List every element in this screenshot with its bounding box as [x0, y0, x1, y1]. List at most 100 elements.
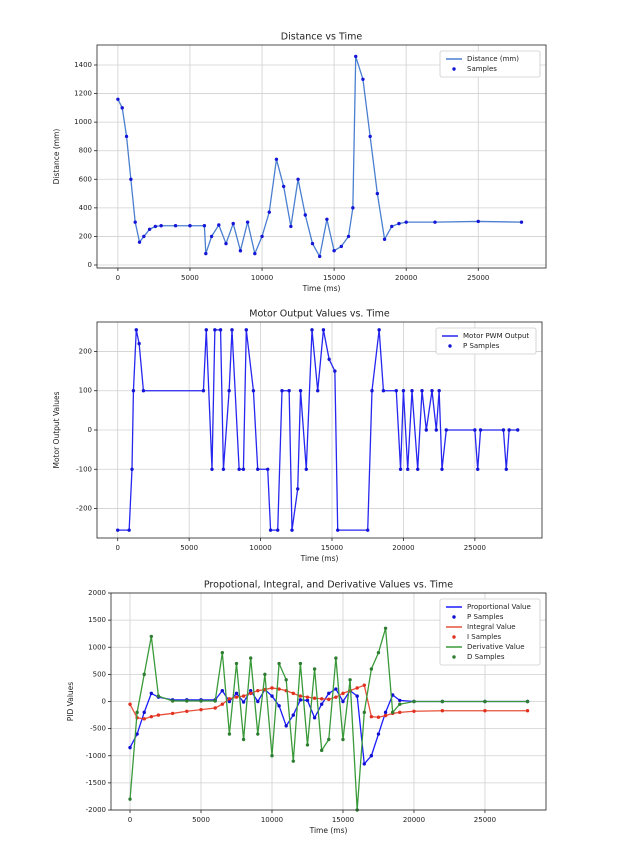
- plot-frame: [96, 321, 543, 539]
- sample-point: [483, 709, 487, 713]
- sample-point: [227, 699, 232, 704]
- sample-point: [127, 528, 131, 532]
- x-tick-label: 10000: [249, 544, 271, 552]
- y-tick-label: 1000: [88, 643, 106, 651]
- legend-label: I Samples: [467, 633, 502, 641]
- sample-point: [204, 328, 208, 332]
- sample-point: [348, 678, 352, 682]
- sample-point: [383, 710, 388, 715]
- y-tick-label: 200: [79, 347, 92, 355]
- sample-point: [266, 467, 270, 471]
- sample-point: [473, 428, 477, 432]
- sample-point: [142, 234, 146, 239]
- sample-point: [270, 686, 274, 690]
- sample-point: [185, 709, 189, 713]
- sample-point: [312, 696, 317, 700]
- sample-point: [332, 249, 336, 253]
- sample-point: [188, 224, 192, 228]
- sample-point: [382, 237, 387, 241]
- sample-point: [134, 328, 138, 332]
- sample-point: [213, 699, 217, 703]
- sample-point: [234, 661, 239, 666]
- x-tick-label: 25000: [474, 816, 496, 824]
- sample-point: [376, 732, 381, 736]
- sample-point: [437, 389, 441, 393]
- legend-box: [439, 50, 541, 78]
- sample-point: [280, 389, 284, 393]
- sample-point: [298, 661, 303, 666]
- sample-point: [525, 699, 530, 704]
- sample-point: [218, 328, 223, 332]
- chart-title: Motor Output Values vs. Time: [249, 309, 390, 320]
- legend-swatch: [448, 344, 452, 348]
- sample-point: [430, 389, 434, 393]
- sample-point: [434, 428, 438, 432]
- x-axis-label: Time (ms): [302, 284, 341, 293]
- sample-point: [202, 224, 207, 228]
- sample-point: [412, 709, 416, 713]
- sample-point: [277, 704, 281, 708]
- sample-point: [291, 713, 295, 717]
- sample-point: [234, 691, 239, 696]
- sample-point: [170, 711, 175, 716]
- sample-point: [128, 702, 132, 706]
- sample-point: [341, 737, 345, 742]
- sample-point: [147, 227, 152, 231]
- sample-point: [245, 220, 250, 224]
- sample-point: [383, 713, 388, 718]
- y-tick-label: -1000: [86, 752, 106, 760]
- sample-point: [153, 224, 158, 229]
- legend-label: D Samples: [467, 653, 505, 661]
- sample-point: [316, 389, 320, 393]
- sample-point: [131, 389, 136, 393]
- sample-point: [221, 467, 226, 471]
- sample-point: [334, 695, 338, 699]
- sample-point: [234, 695, 239, 699]
- sample-point: [321, 328, 326, 332]
- x-tick-label: 5000: [192, 816, 210, 824]
- legend-box: [439, 598, 541, 666]
- sample-point: [304, 467, 308, 471]
- y-tick-label: 200: [79, 232, 92, 240]
- sample-point: [398, 710, 402, 715]
- sample-point: [256, 688, 260, 693]
- x-tick-label: 10000: [261, 816, 283, 824]
- sample-point: [137, 341, 141, 346]
- sample-point: [519, 220, 524, 224]
- sample-point: [327, 357, 331, 362]
- x-tick-label: 20000: [403, 816, 425, 824]
- sample-point: [251, 389, 256, 393]
- sample-point: [133, 220, 137, 224]
- sample-point: [149, 691, 154, 696]
- legend-swatch: [452, 635, 456, 639]
- sample-point: [333, 369, 337, 373]
- y-tick-label: -1500: [86, 779, 106, 787]
- sample-point: [129, 177, 133, 181]
- sample-point: [298, 694, 303, 698]
- sample-point: [159, 224, 163, 228]
- sample-point: [476, 219, 480, 224]
- sample-point: [256, 732, 260, 736]
- legend-label: Distance (mm): [467, 55, 519, 63]
- sample-point: [149, 634, 154, 639]
- sample-point: [401, 389, 406, 393]
- sample-point: [369, 667, 374, 671]
- y-axis-label: Distance (mm): [52, 129, 61, 185]
- series-line: [117, 56, 522, 259]
- sample-point: [319, 697, 324, 701]
- sample-point: [156, 694, 161, 698]
- y-axis-label: PID Values: [66, 682, 75, 721]
- x-tick-label: 25000: [467, 274, 489, 282]
- sample-point: [170, 699, 175, 703]
- sample-point: [296, 177, 300, 181]
- sample-point: [336, 528, 340, 532]
- sample-point: [362, 710, 366, 715]
- sample-point: [501, 428, 506, 432]
- sample-point: [375, 191, 380, 196]
- x-tick-label: 15000: [332, 816, 354, 824]
- sample-point: [237, 467, 241, 471]
- x-tick-label: 20000: [395, 274, 417, 282]
- sample-point: [317, 254, 322, 259]
- sample-point: [404, 220, 408, 224]
